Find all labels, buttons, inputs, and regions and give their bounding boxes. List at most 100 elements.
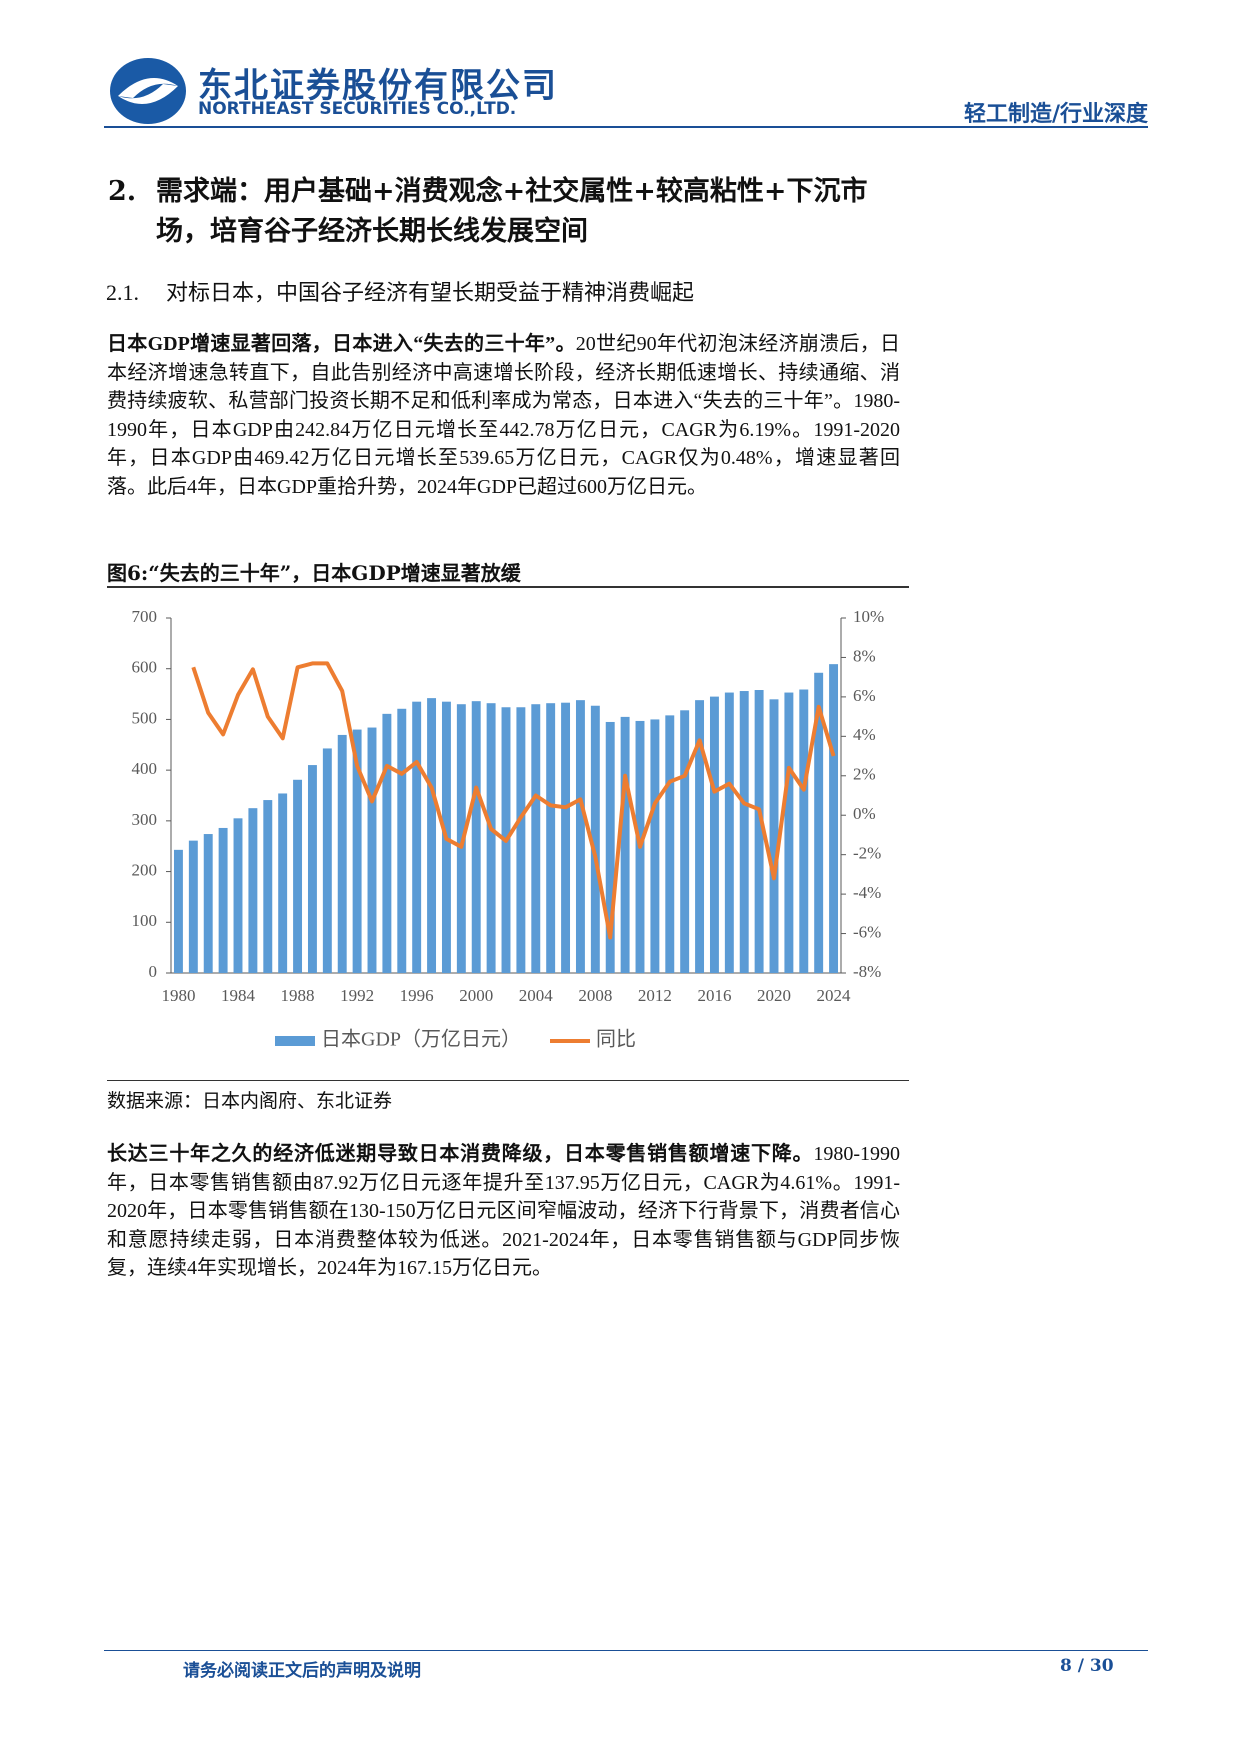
y-tick-label: 400 [132,759,158,778]
y2-tick-label: 10% [853,607,884,626]
bar [650,719,660,973]
bar [486,703,496,973]
bar [829,664,839,973]
bar [293,779,303,973]
bar [397,708,407,973]
bar [248,808,258,973]
company-en: NORTHEAST SECURITIES CO.,LTD. [198,99,517,119]
y-tick-label: 0 [149,962,158,981]
bar [278,793,288,973]
y2-tick-label: 4% [853,725,876,744]
section-heading: 2. 需求端：用户基础+消费观念+社交属性+较高粘性+下沉市场，培育谷子经济长期长… [108,172,908,252]
bar [412,701,422,973]
bar [307,765,317,973]
subsection-number: 2.1. [106,280,139,305]
x-tick-label: 1984 [221,986,256,1005]
category: 轻工制造/行业深度 [963,102,1148,127]
y2-tick-label: -4% [853,883,881,902]
y2-tick-label: -2% [853,844,881,863]
x-tick-label: 2004 [519,986,554,1005]
page-number: 8 / 30 [1060,1656,1114,1676]
bar [203,834,213,973]
bar [561,702,571,973]
disclaimer: 请务必阅读正文后的声明及说明 [183,1661,421,1681]
figure-caption: 图6:“失去的三十年”，日本GDP增速显著放缓 [107,561,521,585]
bar [471,701,481,973]
x-tick-label: 1980 [161,986,195,1005]
bar [724,692,734,973]
bar [695,700,705,973]
x-tick-label: 2012 [638,986,672,1005]
y-tick-label: 300 [132,810,158,829]
subsection-title: 对标日本，中国谷子经济有望长期受益于精神消费崛起 [166,280,695,305]
subsection-heading: 2.1. 对标日本，中国谷子经济有望长期受益于精神消费崛起 [106,275,694,307]
y-tick-label: 200 [132,860,158,879]
bar [516,707,526,973]
bar [531,704,541,973]
legend-label: 日本GDP（万亿日元） [321,1028,521,1051]
lead: 日本GDP增速显著回落，日本进入“失去的三十年”。 [107,333,576,355]
y2-tick-label: 8% [853,646,876,665]
bar [322,748,332,973]
bar [263,800,273,973]
y2-tick-label: -8% [853,962,881,981]
bar [188,840,198,973]
y-tick-label: 600 [132,658,158,677]
x-tick-label: 2024 [817,986,852,1005]
x-tick-label: 2020 [757,986,791,1005]
x-tick-label: 1996 [400,986,434,1005]
bar [799,689,809,973]
bar [680,710,690,973]
bar [620,716,630,973]
line [191,661,836,940]
paragraph: 日本GDP增速显著回落，日本进入“失去的三十年”。20世纪90年代初泡沫经济崩溃… [107,330,900,501]
bar [382,713,392,973]
y2-tick-label: 0% [853,804,876,823]
bar [769,699,779,973]
body-text: 1980-1990年，日本零售销售额由87.92万亿日元逐年提升至137.95万… [107,1143,900,1279]
bar [784,692,794,973]
bar [605,721,615,973]
bar [546,703,556,973]
logo [110,58,186,124]
x-tick-label: 1988 [281,986,315,1005]
bar [352,729,362,973]
y2-tick-label: -6% [853,922,881,941]
source-rule [107,1080,909,1081]
header-rule [104,126,1148,128]
bar [709,696,719,973]
legend-label: 同比 [596,1028,636,1051]
y2-tick-label: 2% [853,765,876,784]
lead: 长达三十年之久的经济低迷期导致日本消费降级，日本零售销售额增速下降。 [107,1143,814,1165]
x-tick-label: 2000 [459,986,493,1005]
company-cn: 东北证券股份有限公司 [198,66,558,106]
figure-source: 数据来源：日本内阁府、东北证券 [107,1091,393,1112]
bar [575,700,585,973]
legend-swatch [275,1036,315,1046]
bar [337,734,347,973]
x-tick-label: 1992 [340,986,374,1005]
y-tick-label: 500 [132,708,158,727]
bar [754,690,764,973]
bar [739,691,749,973]
bar [427,698,437,973]
bar [367,727,377,973]
y-tick-label: 700 [132,607,158,626]
y2-tick-label: 6% [853,686,876,705]
y-tick-label: 100 [132,911,158,930]
bar [173,849,183,973]
body-text: 20世纪90年代初泡沫经济崩溃后，日本经济增速急转直下，自此告别经济中高速增长阶… [107,333,901,498]
bar [814,672,824,973]
x-tick-label: 2008 [578,986,612,1005]
caption-rule [107,586,909,588]
section-number: 2. [108,176,137,207]
bar [665,715,675,973]
bar [233,818,243,973]
bar [218,827,228,973]
section-title: 需求端：用户基础+消费观念+社交属性+较高粘性+下沉市场，培育谷子经济长期长线发… [156,176,868,247]
footer-rule [104,1650,1148,1651]
paragraph: 长达三十年之久的经济低迷期导致日本消费降级，日本零售销售额增速下降。1980-1… [107,1140,900,1283]
x-tick-label: 2016 [697,986,731,1005]
chart: 0 100 200 300 400 500 600 700 -8% -6% -4% -2% 0% 2% 4%… [132,607,885,1051]
